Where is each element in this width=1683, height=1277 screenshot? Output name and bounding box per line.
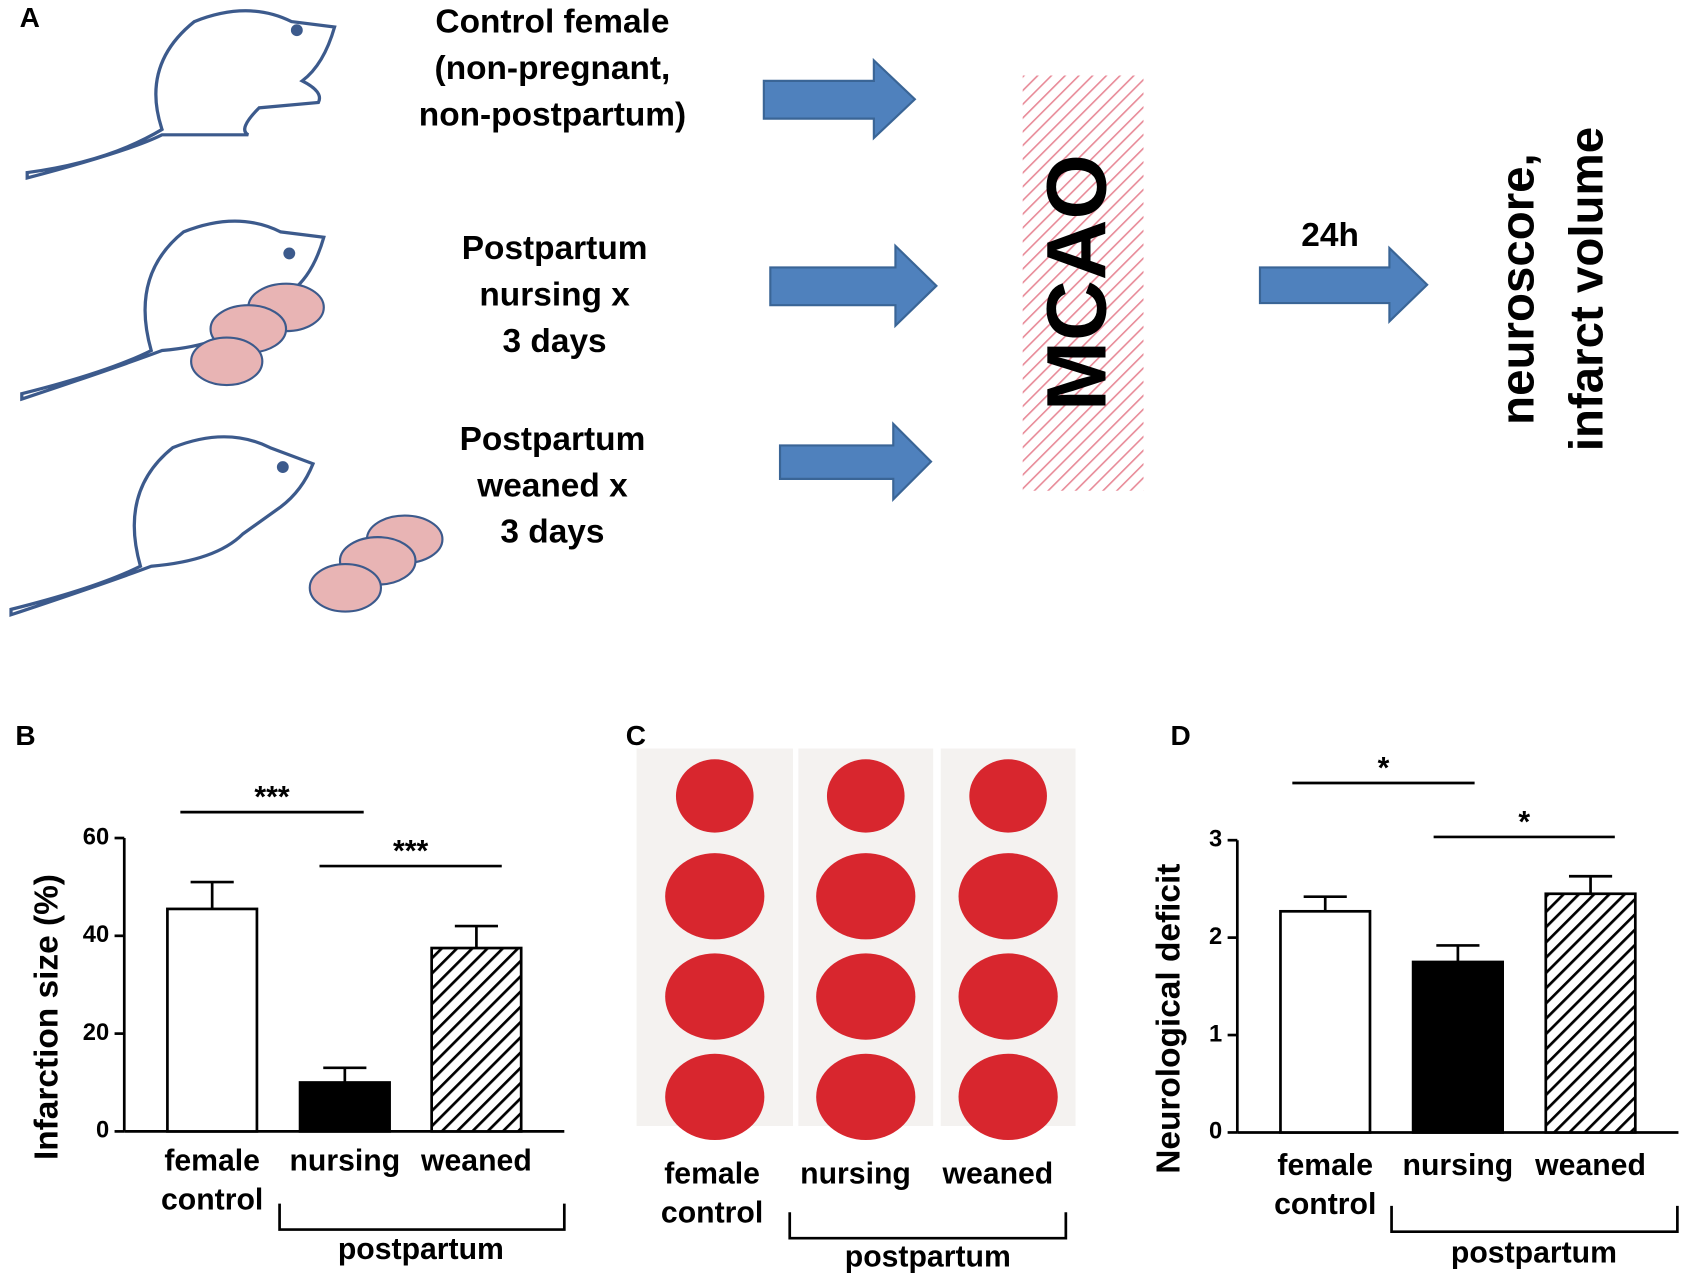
group-bracket [788,1212,1068,1240]
x-tick-label: weaned [1534,1149,1646,1182]
brain-slice [665,1053,765,1141]
group-label: postpartum [338,1233,504,1266]
pups [190,282,444,613]
arrows [762,57,1429,502]
y-tick-label: 0 [96,1118,109,1144]
panel-label: D [1170,720,1190,751]
panel-label: A [20,2,40,33]
group-label: Control female [435,4,669,41]
arrow [769,243,938,329]
brain-slice [969,759,1047,833]
group-label: 3 days [503,323,607,360]
arrow [1258,245,1429,324]
y-axis-label: Infarction size (%) [29,874,66,1160]
significance-label: *** [393,835,428,868]
bar [166,907,259,1133]
group-label: (non-pregnant, [435,50,671,87]
y-tick-label: 0 [1209,1119,1222,1145]
group-label: Postpartum [462,230,648,267]
panel-label: C [626,720,646,751]
significance-label: *** [254,781,289,814]
group-label: weaned x [476,467,628,504]
significance-label: * [1518,806,1530,839]
y-tick-label: 1 [1209,1021,1222,1047]
outcome-label: infarct volume [1561,127,1614,451]
bar [1411,960,1504,1134]
brain-slice [816,853,916,940]
brain-slice [665,853,765,940]
group-bracket [1390,1205,1679,1234]
procedure-label: MCAO [1029,154,1123,411]
y-tick-label: 20 [83,1020,109,1046]
x-tick-label: weaned [942,1158,1054,1191]
rat [25,9,337,181]
x-tick-label: female control [161,1145,263,1217]
x-tick-label: nursing [289,1145,400,1178]
y-tick-label: 60 [83,824,109,850]
group-label: Postpartum [460,421,646,458]
bar [1279,909,1372,1134]
time-label: 24h [1301,217,1359,254]
rat [20,219,326,402]
significance-label: * [1378,752,1390,785]
bar [298,1081,391,1133]
arrow [762,57,917,141]
group-bracket [278,1203,566,1231]
y-tick-label: 2 [1209,924,1222,950]
x-tick-label: female control [1274,1149,1376,1221]
y-tick-label: 3 [1209,826,1222,852]
x-tick-label: female control [661,1158,763,1230]
y-tick-label: 40 [83,922,109,948]
arrow [778,421,933,502]
bar [1544,892,1637,1134]
brain-photos [636,748,1076,1141]
x-tick-label: nursing [1403,1149,1514,1182]
brain-slice [816,1053,916,1141]
rat [9,435,316,618]
group-label: non-postpartum) [419,96,686,133]
y-axis-label: Neurological deficit [1150,864,1187,1174]
panel-label: B [15,720,35,751]
x-tick-label: weaned [420,1145,532,1178]
brain-slice [816,953,916,1040]
group-label: 3 days [500,514,604,551]
brain-slice [958,853,1058,940]
rat-drawings [9,9,444,618]
brain-slice [675,759,754,833]
brain-slice [826,759,905,833]
bar [430,946,523,1133]
brain-slice [958,953,1058,1040]
x-tick-label: nursing [800,1158,911,1191]
brain-slice [665,953,765,1040]
group-label: postpartum [845,1241,1011,1274]
outcome-label: neuroscore, [1492,153,1545,425]
group-label: nursing x [479,276,630,313]
mcao-box [1022,75,1144,491]
brain-slice [958,1053,1058,1141]
group-label: postpartum [1451,1236,1617,1269]
